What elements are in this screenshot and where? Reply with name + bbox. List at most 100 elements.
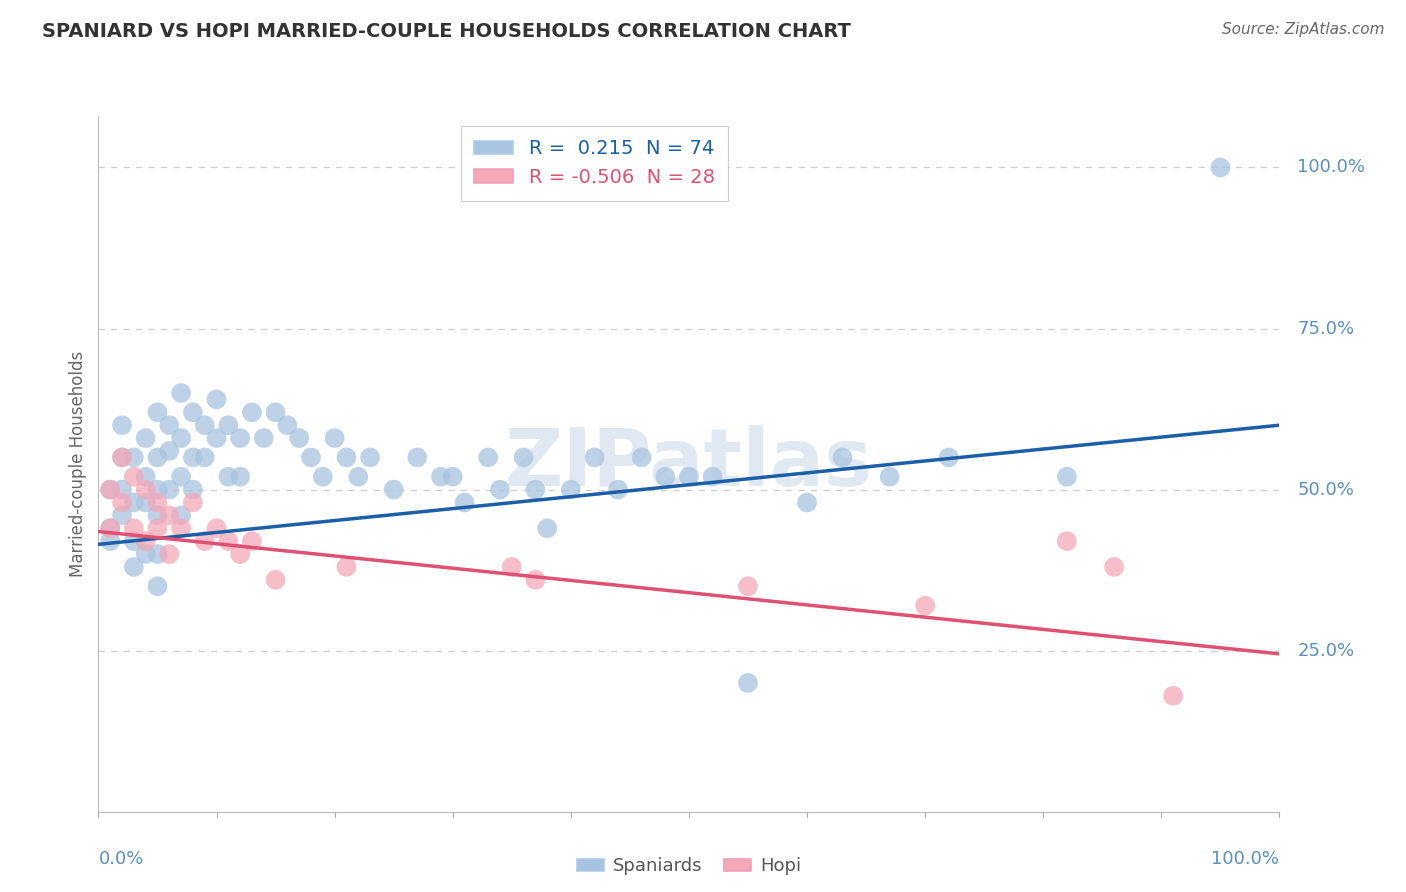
Point — [157, 444, 180, 458]
Point — [441, 469, 464, 483]
Point — [1209, 161, 1232, 175]
Point — [229, 547, 252, 561]
Point — [181, 450, 204, 465]
Point — [146, 508, 169, 523]
Point — [347, 469, 370, 483]
Point — [146, 483, 169, 497]
Point — [111, 483, 134, 497]
Point — [146, 450, 169, 465]
Text: 0.0%: 0.0% — [98, 850, 143, 868]
Point — [253, 431, 276, 445]
Point — [157, 483, 180, 497]
Point — [146, 495, 169, 509]
Point — [607, 483, 630, 497]
Point — [111, 450, 134, 465]
Point — [217, 418, 239, 433]
Point — [288, 431, 311, 445]
Point — [560, 483, 582, 497]
Point — [157, 547, 180, 561]
Point — [111, 418, 134, 433]
Point — [678, 469, 700, 483]
Point — [1161, 689, 1184, 703]
Point — [98, 521, 121, 535]
Point — [299, 450, 322, 465]
Text: 100.0%: 100.0% — [1298, 159, 1365, 177]
Point — [205, 521, 228, 535]
Point — [406, 450, 429, 465]
Point — [702, 469, 724, 483]
Point — [194, 418, 217, 433]
Point — [217, 469, 239, 483]
Point — [264, 573, 287, 587]
Point — [524, 483, 547, 497]
Point — [135, 495, 157, 509]
Point — [157, 418, 180, 433]
Point — [938, 450, 960, 465]
Point — [181, 405, 204, 419]
Point — [1056, 534, 1078, 549]
Point — [312, 469, 335, 483]
Point — [359, 450, 381, 465]
Point — [135, 547, 157, 561]
Point — [229, 431, 252, 445]
Point — [323, 431, 346, 445]
Point — [382, 483, 405, 497]
Point — [98, 483, 121, 497]
Point — [194, 450, 217, 465]
Point — [205, 431, 228, 445]
Point — [181, 495, 204, 509]
Text: Source: ZipAtlas.com: Source: ZipAtlas.com — [1222, 22, 1385, 37]
Point — [135, 469, 157, 483]
Point — [512, 450, 534, 465]
Point — [879, 469, 901, 483]
Point — [737, 579, 759, 593]
Point — [1102, 560, 1125, 574]
Point — [122, 450, 145, 465]
Point — [181, 483, 204, 497]
Text: ZIPatlas: ZIPatlas — [505, 425, 873, 503]
Text: 75.0%: 75.0% — [1298, 319, 1354, 337]
Point — [122, 521, 145, 535]
Point — [194, 534, 217, 549]
Point — [170, 508, 193, 523]
Point — [170, 521, 193, 535]
Point — [98, 534, 121, 549]
Y-axis label: Married-couple Households: Married-couple Households — [69, 351, 87, 577]
Text: 25.0%: 25.0% — [1298, 641, 1354, 660]
Point — [170, 469, 193, 483]
Point — [335, 450, 357, 465]
Point — [796, 495, 818, 509]
Point — [170, 431, 193, 445]
Point — [98, 521, 121, 535]
Point — [524, 573, 547, 587]
Point — [98, 483, 121, 497]
Point — [135, 431, 157, 445]
Point — [205, 392, 228, 407]
Point — [335, 560, 357, 574]
Point — [111, 450, 134, 465]
Point — [453, 495, 475, 509]
Point — [630, 450, 652, 465]
Point — [831, 450, 853, 465]
Point — [654, 469, 676, 483]
Point — [240, 405, 263, 419]
Point — [111, 495, 134, 509]
Point — [135, 534, 157, 549]
Text: 50.0%: 50.0% — [1298, 481, 1354, 499]
Point — [276, 418, 298, 433]
Point — [240, 534, 263, 549]
Point — [501, 560, 523, 574]
Point — [430, 469, 453, 483]
Text: SPANIARD VS HOPI MARRIED-COUPLE HOUSEHOLDS CORRELATION CHART: SPANIARD VS HOPI MARRIED-COUPLE HOUSEHOL… — [42, 22, 851, 41]
Point — [122, 495, 145, 509]
Point — [122, 534, 145, 549]
Point — [146, 405, 169, 419]
Point — [536, 521, 558, 535]
Point — [583, 450, 606, 465]
Point — [122, 560, 145, 574]
Point — [146, 521, 169, 535]
Point — [146, 579, 169, 593]
Legend: Spaniards, Hopi: Spaniards, Hopi — [569, 850, 808, 883]
Point — [111, 508, 134, 523]
Text: 100.0%: 100.0% — [1212, 850, 1279, 868]
